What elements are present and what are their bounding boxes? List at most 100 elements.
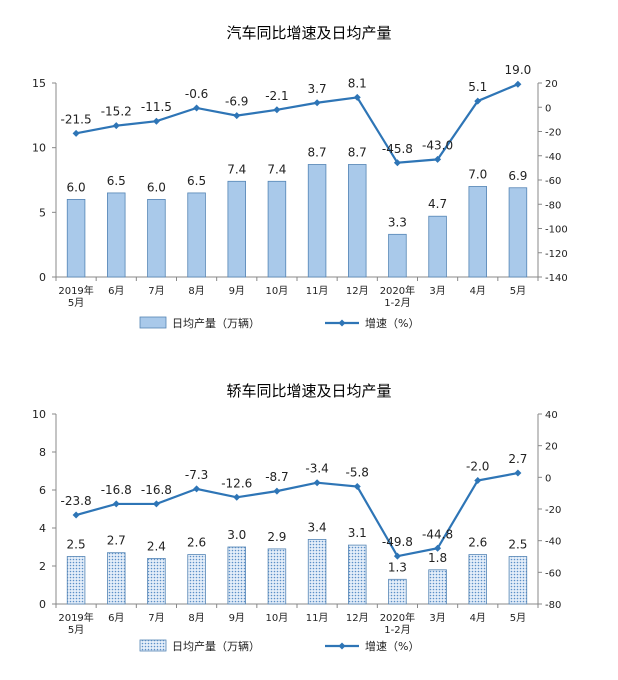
- left-tick-label: 10: [32, 142, 46, 155]
- x-tick-label: 9月: [229, 612, 245, 624]
- right-tick-label: -100: [545, 225, 568, 236]
- line-value-label: -8.7: [265, 470, 288, 484]
- line-value-label: -44.8: [422, 527, 453, 541]
- bar: [348, 164, 367, 278]
- bar: [508, 556, 528, 605]
- bar-value-label: 7.4: [267, 162, 286, 176]
- bar: [187, 192, 206, 278]
- line-point: [514, 469, 522, 477]
- line-value-label: -5.8: [346, 466, 369, 480]
- right-tick-label: -40: [545, 537, 561, 548]
- x-tick-label: 10月: [266, 285, 289, 297]
- bar: [107, 552, 126, 605]
- left-tick-label: 5: [39, 206, 46, 219]
- bar: [267, 548, 287, 605]
- line-point: [112, 122, 120, 130]
- line-value-label: -16.8: [141, 483, 172, 497]
- x-tick-label: 10月: [266, 612, 289, 624]
- line-value-label: -21.5: [61, 112, 92, 126]
- bar: [66, 556, 86, 605]
- bar: [187, 554, 206, 605]
- bar-value-label: 6.0: [147, 180, 166, 194]
- line-value-label: -2.1: [265, 89, 288, 103]
- line-point: [72, 511, 80, 519]
- bar-value-label: 7.4: [227, 162, 246, 176]
- right-tick-label: 40: [545, 410, 558, 421]
- bar-value-label: 2.5: [67, 538, 86, 552]
- chart-title: 汽车同比增速及日均产量: [226, 24, 392, 42]
- line-point: [193, 104, 201, 112]
- x-tick-label: 3月: [429, 612, 445, 624]
- x-tick-label: 7月: [148, 285, 164, 297]
- bar: [107, 192, 126, 278]
- line-point: [152, 117, 160, 125]
- bar: [388, 578, 407, 605]
- legend-line-label: 增速（%）: [365, 316, 419, 330]
- right-tick-label: -60: [545, 176, 561, 187]
- x-tick-label: 6月: [108, 285, 124, 297]
- bar: [508, 187, 528, 278]
- line-value-label: 5.1: [468, 80, 487, 94]
- line-point: [434, 544, 442, 552]
- right-tick-label: -40: [545, 152, 561, 163]
- line-value-label: 19.0: [505, 63, 532, 77]
- left-tick-label: 8: [39, 446, 46, 459]
- x-tick-label: 9月: [229, 285, 245, 297]
- left-tick-label: 4: [39, 522, 46, 535]
- right-tick-label: -80: [545, 200, 561, 211]
- line-value-label: -43.0: [422, 138, 453, 152]
- legend-bar-label: 日均产量（万辆）: [172, 639, 260, 653]
- line-point: [313, 479, 321, 487]
- legend-line-marker: [338, 642, 346, 650]
- x-tick-label: 2020年 1-2月: [380, 284, 415, 309]
- line-value-label: 3.7: [308, 82, 327, 96]
- growth-line: [75, 471, 519, 558]
- x-tick-label: 4月: [470, 612, 486, 624]
- right-tick-label: -20: [545, 128, 561, 139]
- bar-value-label: 2.7: [107, 534, 126, 548]
- line-value-label: -2.0: [466, 460, 489, 474]
- line-point: [313, 99, 321, 107]
- line-point: [152, 500, 160, 508]
- left-tick-label: 2: [39, 560, 46, 573]
- x-tick-label: 2019年 5月: [58, 611, 93, 636]
- x-tick-label: 6月: [108, 612, 124, 624]
- bar: [307, 164, 327, 278]
- bar: [227, 546, 246, 605]
- bar: [147, 557, 166, 605]
- line-point: [72, 129, 80, 137]
- x-tick-label: 12月: [346, 612, 369, 624]
- x-tick-label: 2019年 5月: [58, 284, 93, 309]
- x-tick-label: 12月: [346, 285, 369, 297]
- line-point: [273, 106, 281, 114]
- x-tick-label: 3月: [429, 285, 445, 297]
- legend-line-label: 增速（%）: [365, 639, 419, 653]
- bar-value-label: 3.1: [348, 526, 367, 540]
- bar-value-label: 2.6: [468, 536, 487, 550]
- line-point: [353, 93, 361, 101]
- line-value-label: -16.8: [101, 483, 132, 497]
- line-point: [393, 552, 401, 560]
- line-value-label: -11.5: [141, 100, 172, 114]
- right-tick-label: -20: [545, 505, 561, 516]
- line-point: [393, 159, 401, 167]
- legend-bar-label: 日均产量（万辆）: [172, 316, 260, 330]
- left-tick-label: 0: [39, 271, 46, 284]
- automobile-chart: 汽车同比增速及日均产量 0 5 10 15 -140 -120 -100 -80 -60 -40 -…: [32, 24, 568, 330]
- bar: [307, 538, 327, 605]
- sedan-chart: 轿车同比增速及日均产量 0 2 4 6 8 10 -80 -60 -40 -20 0 20 40 2019…: [0, 360, 618, 680]
- bar-value-label: 7.0: [468, 167, 487, 181]
- line-point: [474, 477, 482, 484]
- x-tick-label: 11月: [306, 612, 329, 624]
- bar: [388, 233, 407, 278]
- line-point: [233, 112, 241, 120]
- bar-value-label: 2.5: [508, 538, 527, 552]
- right-tick-label: -80: [545, 600, 561, 611]
- bar: [227, 180, 246, 278]
- left-tick-label: 15: [32, 77, 46, 90]
- right-tick-label: -60: [545, 568, 561, 579]
- bar-value-label: 6.5: [187, 174, 206, 188]
- bar: [66, 198, 86, 278]
- line-point: [233, 493, 241, 501]
- bar-value-label: 3.0: [227, 528, 246, 542]
